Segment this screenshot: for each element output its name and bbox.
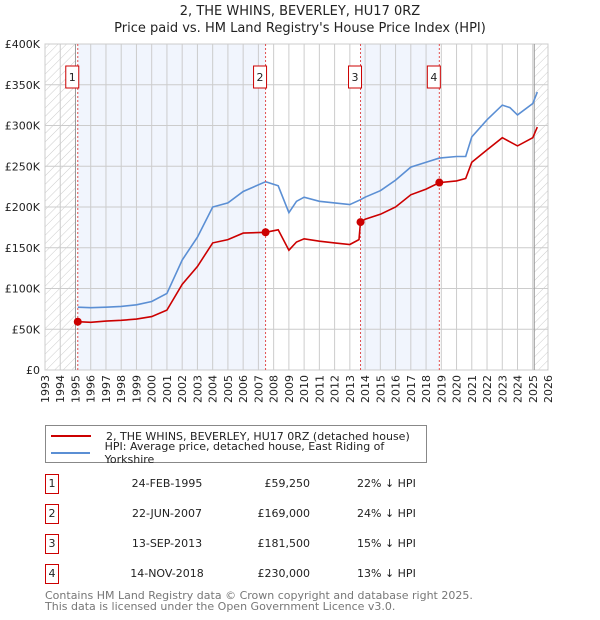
x-tick-label: 1997 xyxy=(100,375,113,403)
x-tick-label: 2002 xyxy=(176,375,189,403)
sale-row: 2 22-JUN-2007 £169,000 24% ↓ HPI xyxy=(45,504,465,524)
x-tick-label: 2022 xyxy=(481,375,494,403)
sale-number-box xyxy=(65,65,80,89)
red-line-swatch xyxy=(51,435,91,437)
x-tick-label: 2001 xyxy=(161,375,174,403)
sale-date: 14-NOV-2018 xyxy=(130,567,204,580)
y-tick-label: £250K xyxy=(5,160,41,173)
x-tick-label: 2015 xyxy=(374,375,387,403)
x-tick-label: 1999 xyxy=(130,375,143,403)
price-paid-line xyxy=(77,126,539,324)
x-tick-label: 2005 xyxy=(222,375,235,403)
x-tick-label: 2019 xyxy=(435,375,448,403)
x-tick-label: 2024 xyxy=(512,375,525,403)
x-tick-label: 2000 xyxy=(146,375,159,403)
sale-point xyxy=(73,317,82,326)
sale-number: 1 xyxy=(45,474,59,494)
sale-number-box xyxy=(348,65,363,89)
sale-number-label: 1 xyxy=(69,71,76,84)
sale-point xyxy=(261,228,270,237)
x-tick-label: 2011 xyxy=(313,375,326,403)
x-tick-label: 2003 xyxy=(191,375,204,403)
x-tick-label: 2009 xyxy=(283,375,296,403)
chart-title: 2, THE WHINS, BEVERLEY, HU17 0RZ xyxy=(179,4,421,19)
x-tick-label: 1996 xyxy=(85,375,98,403)
x-tick-label: 2023 xyxy=(496,375,509,403)
sale-price: £230,000 xyxy=(257,567,311,580)
x-tick-label: 2020 xyxy=(451,375,464,403)
sale-number: 4 xyxy=(45,564,59,584)
sale-number-box xyxy=(426,65,441,89)
y-tick-label: £150K xyxy=(5,242,41,255)
sale-date: 24-FEB-1995 xyxy=(131,477,203,490)
x-tick-label: 2014 xyxy=(359,375,372,403)
y-tick-label: £0 xyxy=(26,364,40,377)
sale-row: 3 13-SEP-2013 £181,500 15% ↓ HPI xyxy=(45,534,465,554)
sale-hpi-diff: 22% ↓ HPI xyxy=(357,477,416,490)
y-tick-label: £50K xyxy=(12,323,41,336)
x-tick-label: 2018 xyxy=(420,375,433,403)
sale-hpi-diff: 13% ↓ HPI xyxy=(357,567,416,580)
chart-subtitle: Price paid vs. HM Land Registry's House … xyxy=(114,21,486,36)
sale-number: 3 xyxy=(45,534,59,554)
sale-number: 2 xyxy=(45,504,59,524)
sale-row: 1 24-FEB-1995 £59,250 22% ↓ HPI xyxy=(45,474,465,494)
legend-label: 2, THE WHINS, BEVERLEY, HU17 0RZ (detach… xyxy=(106,429,410,443)
x-tick-label: 2008 xyxy=(268,375,281,403)
sale-number-label: 4 xyxy=(430,71,437,84)
sale-date: 13-SEP-2013 xyxy=(131,537,203,550)
x-tick-label: 2025 xyxy=(527,375,540,403)
y-tick-label: £200K xyxy=(5,201,41,214)
y-tick-label: £400K xyxy=(5,38,41,51)
y-tick-label: £350K xyxy=(5,79,41,92)
x-tick-label: 2012 xyxy=(329,375,342,403)
legend-item-hpi: HPI: Average price, detached house, East… xyxy=(46,440,426,466)
x-tick-label: 2006 xyxy=(237,375,250,403)
hpi-line xyxy=(77,91,539,309)
x-tick-label: 2013 xyxy=(344,375,357,403)
sale-hpi-diff: 24% ↓ HPI xyxy=(357,507,416,520)
x-tick-label: 2004 xyxy=(207,375,220,403)
x-tick-label: 2017 xyxy=(405,375,418,403)
legend: 2, THE WHINS, BEVERLEY, HU17 0RZ (detach… xyxy=(45,425,427,466)
sale-number-label: 3 xyxy=(352,71,359,84)
sale-hpi-diff: 15% ↓ HPI xyxy=(357,537,416,550)
x-tick-label: 2026 xyxy=(542,375,555,403)
sale-number-box xyxy=(253,65,268,89)
blue-line-swatch xyxy=(51,452,90,454)
x-tick-label: 2021 xyxy=(466,375,479,403)
sale-row: 4 14-NOV-2018 £230,000 13% ↓ HPI xyxy=(45,564,465,584)
x-tick-label: 2007 xyxy=(252,375,265,403)
x-tick-label: 1995 xyxy=(69,375,82,403)
footer-copyright: Contains HM Land Registry data © Crown c… xyxy=(45,589,473,602)
x-tick-label: 1998 xyxy=(115,375,128,403)
y-tick-label: £100K xyxy=(5,283,41,296)
legend-item-price-paid: 2, THE WHINS, BEVERLEY, HU17 0RZ (detach… xyxy=(46,428,410,444)
sale-point xyxy=(435,178,444,187)
sale-point xyxy=(356,218,365,227)
sale-price: £169,000 xyxy=(257,507,311,520)
footer-licence: This data is licensed under the Open Gov… xyxy=(45,600,396,613)
x-tick-label: 2016 xyxy=(390,375,403,403)
sale-number-label: 2 xyxy=(257,71,264,84)
y-tick-label: £300K xyxy=(5,120,41,133)
x-tick-label: 2010 xyxy=(298,375,311,403)
sale-date: 22-JUN-2007 xyxy=(131,507,203,520)
legend-label: HPI: Average price, detached house, East… xyxy=(104,440,385,466)
price-chart: 1 2 3 4 1993 1994 1995 1996 1997 1998 1999 2000 2001… xyxy=(5,38,555,403)
sale-price: £59,250 xyxy=(264,477,311,490)
sale-price: £181,500 xyxy=(257,537,311,550)
x-tick-label: 1994 xyxy=(54,375,67,403)
x-tick-label: 1993 xyxy=(39,375,52,403)
